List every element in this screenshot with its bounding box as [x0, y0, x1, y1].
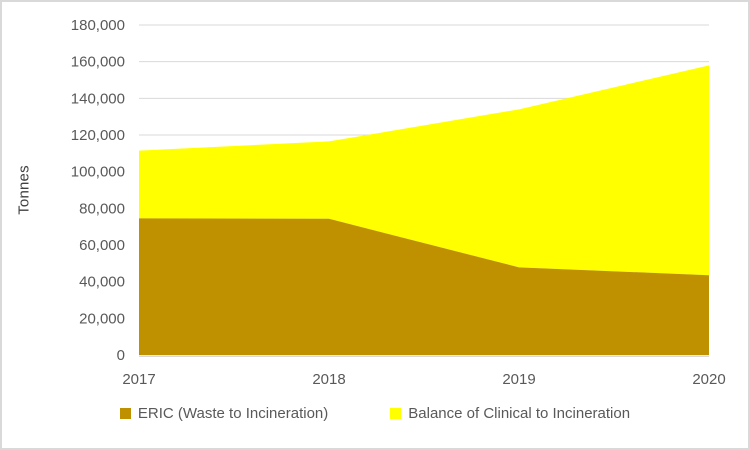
legend-entry-balance: Balance of Clinical to Incineration: [390, 405, 630, 422]
x-axis-label: 2020: [692, 371, 725, 388]
area-balance-of-clinical: [139, 65, 709, 276]
area-eric: [139, 218, 709, 355]
x-axis-label: 2017: [122, 371, 155, 388]
y-tick-label: 60,000: [79, 237, 125, 254]
y-tick-label: 160,000: [71, 54, 125, 71]
legend-entry-eric: ERIC (Waste to Incineration): [119, 405, 329, 422]
legend: ERIC (Waste to Incineration) Balance of …: [2, 405, 748, 422]
y-tick-label: 100,000: [71, 164, 125, 181]
x-axis-label: 2018: [312, 371, 345, 388]
y-tick-label: 80,000: [79, 200, 125, 217]
legend-label-balance: Balance of Clinical to Incineration: [408, 405, 631, 422]
legend-swatch-balance-icon: [390, 408, 402, 419]
y-tick-label: 20,000: [79, 310, 125, 327]
legend-swatch-eric-icon: [119, 408, 131, 419]
y-tick-label: 140,000: [71, 90, 125, 107]
y-tick-label: 0: [117, 347, 125, 364]
y-axis-title: Tonnes: [15, 165, 33, 215]
y-tick-label: 120,000: [71, 127, 125, 144]
y-tick-label: 180,000: [71, 17, 125, 34]
y-tick-label: 40,000: [79, 274, 125, 291]
x-axis-label: 2019: [502, 371, 535, 388]
legend-label-eric: ERIC (Waste to Incineration): [137, 405, 329, 422]
